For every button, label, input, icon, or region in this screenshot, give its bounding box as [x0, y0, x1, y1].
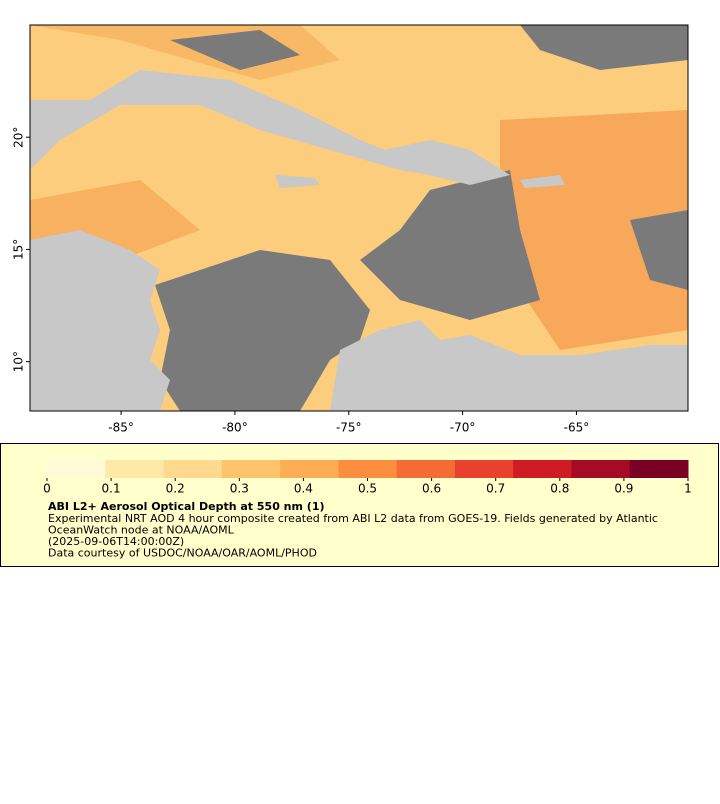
x-tick-label: -70° [450, 421, 476, 435]
colorbar: 0 0.1 0.2 0.3 0.4 0.5 0.6 0.7 0.8 0.9 1 [43, 460, 692, 496]
colorbar-tick-label: 0.1 [102, 482, 121, 496]
colorbar-tick-label: 0.9 [614, 482, 633, 496]
colorbar-tick-label: 0.5 [358, 482, 377, 496]
colorbar-swatch [338, 460, 398, 478]
map [30, 25, 688, 411]
x-tick-label: -65° [564, 421, 590, 435]
colorbar-swatch [513, 460, 572, 478]
x-tick-label: -80° [222, 421, 248, 435]
legend-line: Experimental NRT AOD 4 hour composite cr… [48, 512, 658, 525]
land [385, 140, 510, 185]
land [30, 70, 410, 170]
legend-line: (2025-09-06T14:00:00Z) [48, 535, 184, 548]
colorbar-tick-label: 0.7 [486, 482, 505, 496]
colorbar-swatch [571, 460, 631, 478]
colorbar-tick-label: 0 [43, 482, 51, 496]
no-data [520, 25, 688, 70]
no-data [630, 210, 688, 290]
no-data [170, 30, 300, 70]
legend-line: Data courtesy of USDOC/NOAA/OAR/AOML/PHO… [48, 547, 317, 560]
colorbar-tick-label: 1 [684, 482, 692, 496]
colorbar-tick-label: 0.2 [166, 482, 185, 496]
no-data [360, 170, 540, 320]
x-tick-label: -85° [108, 421, 134, 435]
colorbar-swatch [280, 460, 339, 478]
y-tick-label: 20° [12, 127, 26, 148]
land [520, 175, 565, 188]
colorbar-tick-label: 0.3 [230, 482, 249, 496]
colorbar-swatch [221, 460, 281, 478]
no-data [155, 250, 370, 411]
x-tick-label: -75° [336, 421, 362, 435]
colorbar-tick-label: 0.6 [422, 482, 441, 496]
colorbar-swatch [629, 460, 689, 478]
legend-title: ABI L2+ Aerosol Optical Depth at 550 nm … [48, 500, 325, 513]
land [275, 175, 320, 188]
colorbar-swatch [47, 460, 106, 478]
colorbar-swatch [396, 460, 456, 478]
plot-frame [29, 24, 689, 412]
colorbar-swatch [163, 460, 223, 478]
land [30, 230, 170, 411]
colorbar-swatch [454, 460, 514, 478]
y-tick-label: 15° [12, 239, 26, 260]
colorbar-swatch [105, 460, 165, 478]
aod-field [500, 110, 688, 350]
y-tick-label: 10° [12, 351, 26, 372]
colorbar-tick-label: 0.4 [294, 482, 313, 496]
colorbar-tick-label: 0.8 [550, 482, 569, 496]
axes: -85° -80° -75° -70° -65° 10° 15° 20° [12, 127, 590, 435]
legend-line: OceanWatch node at NOAA/AOML [48, 524, 235, 537]
land [330, 320, 688, 411]
